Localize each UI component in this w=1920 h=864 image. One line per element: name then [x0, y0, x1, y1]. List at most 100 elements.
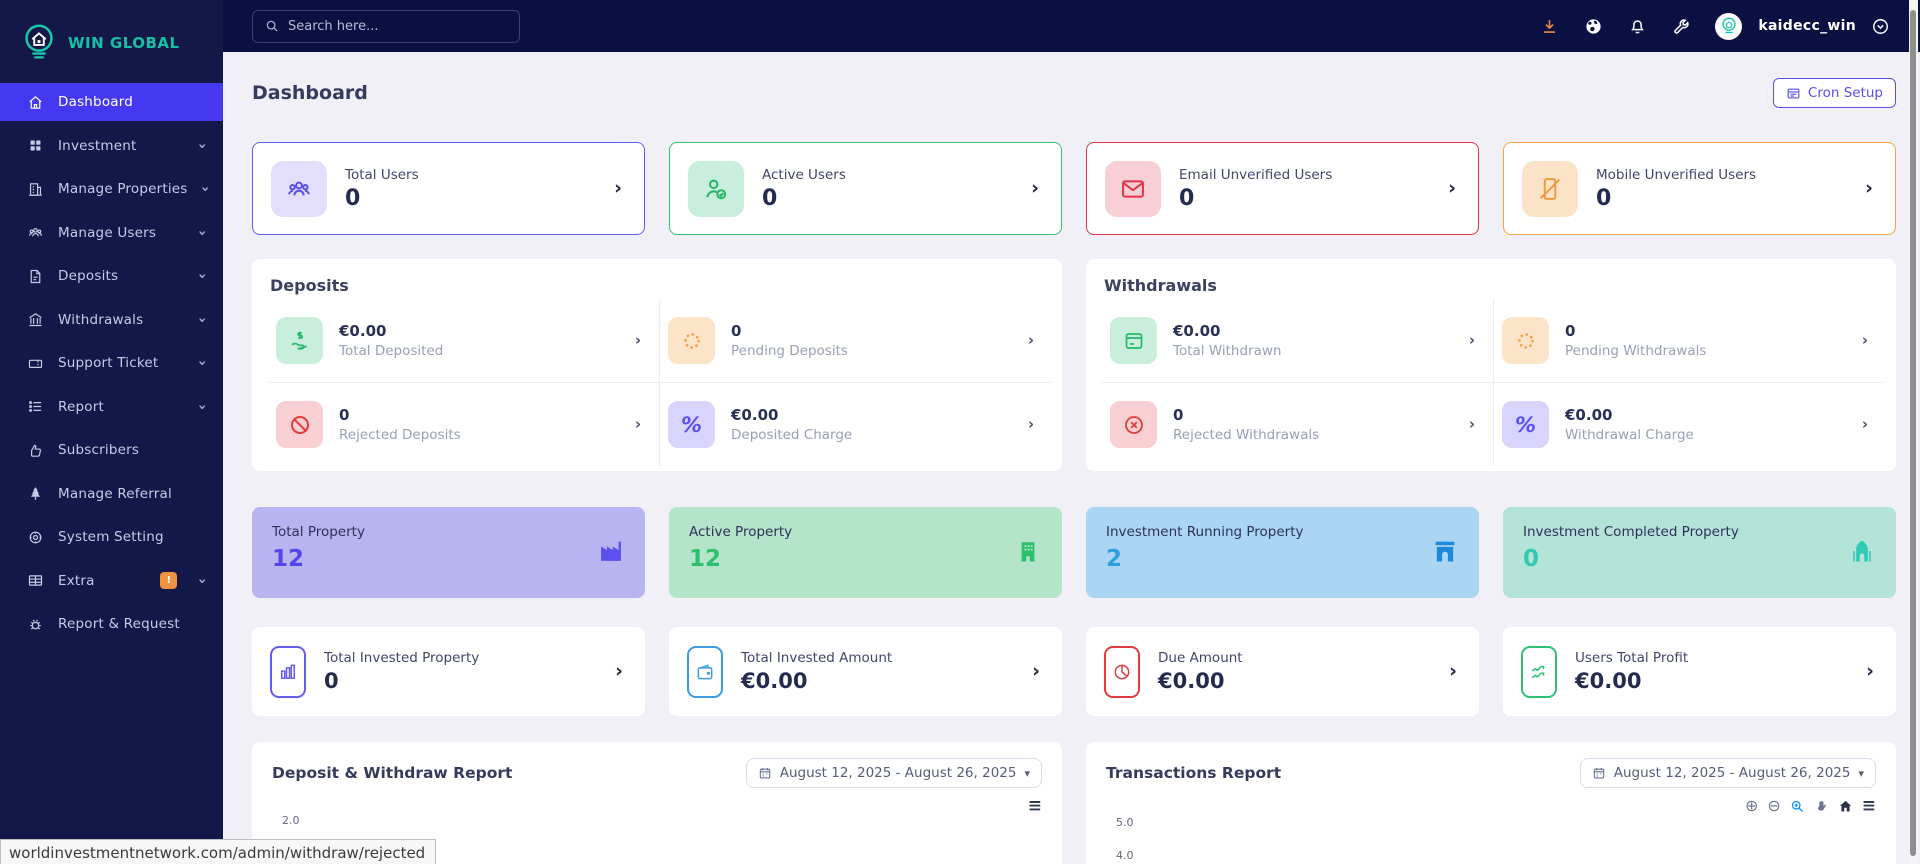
sidebar-nav: Dashboard Investment › Manage Properties…: [0, 83, 223, 643]
globe-icon[interactable]: [1583, 16, 1603, 36]
home-icon[interactable]: [1838, 799, 1853, 814]
chevron-right-icon[interactable]: ›: [1468, 415, 1475, 433]
date-range-select[interactable]: August 12, 2025 - August 26, 2025 ▾: [1579, 758, 1876, 788]
ticket-icon: [26, 354, 44, 372]
chevron-right-icon[interactable]: ›: [615, 660, 623, 682]
search-input[interactable]: [288, 18, 507, 34]
stat-card-email-unverified-users[interactable]: Email Unverified Users 0 ›: [1086, 142, 1479, 235]
chart-toolbar: ⊕ ⊖ ≡: [1106, 797, 1876, 815]
chevron-right-icon[interactable]: ›: [1027, 331, 1034, 349]
sidebar-item-withdrawals[interactable]: Withdrawals ›: [0, 301, 223, 339]
property-cards-row: Total Property 12 Active Property 12 Inv…: [252, 507, 1896, 598]
menu-icon[interactable]: ≡: [1861, 795, 1876, 816]
tile-value: €0.00: [1565, 406, 1613, 424]
chevron-right-icon[interactable]: ›: [1027, 415, 1034, 433]
card-value: €0.00: [1575, 669, 1642, 693]
panel-title: Withdrawals: [1104, 276, 1217, 295]
percent-icon: %: [668, 401, 715, 448]
sidebar-item-label: Support Ticket: [58, 355, 159, 371]
sidebar-item-report[interactable]: Report ›: [0, 388, 223, 426]
chevron-down-icon[interactable]: [1870, 16, 1890, 36]
card-due-amount[interactable]: Due Amount €0.00 ›: [1086, 627, 1479, 716]
menu-icon[interactable]: ≡: [1027, 795, 1042, 816]
card-value: €0.00: [741, 669, 808, 693]
sidebar-item-deposits[interactable]: Deposits ›: [0, 257, 223, 295]
tile-rejected-deposits[interactable]: 0 Rejected Deposits ›: [268, 383, 660, 466]
tile-pending-withdrawals[interactable]: 0 Pending Withdrawals ›: [1494, 299, 1886, 383]
tile-value: 0: [339, 406, 350, 424]
stat-card-mobile-unverified-users[interactable]: Mobile Unverified Users 0 ›: [1503, 142, 1896, 235]
sidebar-item-extra[interactable]: Extra ! ›: [0, 562, 223, 600]
sidebar-item-manage-properties[interactable]: Manage Properties ›: [0, 170, 223, 208]
selection-zoom-icon[interactable]: [1790, 799, 1805, 814]
card-users-total-profit[interactable]: Users Total Profit €0.00 ›: [1503, 627, 1896, 716]
chevron-right-icon[interactable]: ›: [1866, 660, 1874, 682]
window-scrollbar[interactable]: [1909, 0, 1918, 864]
chart-toolbar: ≡: [272, 797, 1042, 815]
username[interactable]: kaidecc_win: [1758, 18, 1856, 34]
sidebar-item-report-request[interactable]: Report & Request: [0, 605, 223, 643]
page-title: Dashboard: [252, 82, 368, 104]
chevron-icon: ›: [194, 142, 211, 149]
sidebar-item-support-ticket[interactable]: Support Ticket ›: [0, 344, 223, 382]
chevron-right-icon[interactable]: ›: [614, 177, 622, 199]
card-label: Users Total Profit: [1575, 650, 1689, 666]
zoom-in-icon[interactable]: ⊕: [1744, 796, 1759, 815]
charts-row: Deposit & Withdraw Report August 12, 202…: [252, 742, 1896, 864]
chevron-right-icon[interactable]: ›: [634, 331, 641, 349]
card-total-invested-property[interactable]: Total Invested Property 0 ›: [252, 627, 645, 716]
chevron-right-icon[interactable]: ›: [1468, 331, 1475, 349]
chevron-right-icon[interactable]: ›: [1861, 331, 1868, 349]
sidebar-item-manage-users[interactable]: Manage Users ›: [0, 214, 223, 252]
sidebar-item-manage-referral[interactable]: Manage Referral: [0, 475, 223, 513]
zoom-out-icon[interactable]: ⊖: [1767, 796, 1781, 815]
sidebar-item-subscribers[interactable]: Subscribers: [0, 431, 223, 469]
search-box[interactable]: [252, 9, 520, 43]
card-value: €0.00: [1158, 669, 1225, 693]
chevron-right-icon[interactable]: ›: [1861, 415, 1868, 433]
stat-card-active-users[interactable]: Active Users 0 ›: [669, 142, 1062, 235]
tile-total-withdrawn[interactable]: €0.00 Total Withdrawn ›: [1102, 299, 1494, 383]
chevron-right-icon[interactable]: ›: [1865, 177, 1873, 199]
sidebar-item-investment[interactable]: Investment ›: [0, 127, 223, 165]
scrollbar-thumb[interactable]: [1910, 10, 1916, 856]
chevron-right-icon[interactable]: ›: [1031, 177, 1039, 199]
tile-rejected-withdrawals[interactable]: 0 Rejected Withdrawals ›: [1102, 383, 1494, 466]
chevron-right-icon[interactable]: ›: [634, 415, 641, 433]
sidebar-item-label: Report & Request: [58, 616, 180, 632]
stat-value: 0: [345, 185, 361, 211]
sidebar-item-system-setting[interactable]: System Setting: [0, 518, 223, 556]
card-active-property: Active Property 12: [669, 507, 1062, 598]
brand-logo[interactable]: WIN GLOBAL: [0, 0, 223, 83]
stat-label: Active Users: [762, 166, 846, 183]
chevron-right-icon[interactable]: ›: [1448, 177, 1456, 199]
sidebar-item-dashboard[interactable]: Dashboard: [0, 83, 223, 121]
card-total-invested-amount[interactable]: Total Invested Amount €0.00 ›: [669, 627, 1062, 716]
date-range-select[interactable]: August 12, 2025 - August 26, 2025 ▾: [745, 758, 1042, 788]
tile-label: Total Withdrawn: [1173, 343, 1282, 359]
avatar[interactable]: [1715, 12, 1743, 40]
calendar-icon: [759, 768, 770, 779]
tile-deposited-charge[interactable]: % €0.00 Deposited Charge ›: [660, 383, 1052, 466]
tile-label: Withdrawal Charge: [1565, 427, 1694, 443]
download-icon[interactable]: [1539, 16, 1559, 36]
tile-total-deposited[interactable]: €0.00 Total Deposited ›: [268, 299, 660, 383]
stat-value: 0: [1179, 185, 1195, 211]
chevron-icon: ›: [194, 316, 211, 323]
invested-cards-row: Total Invested Property 0 › Total Investe…: [252, 627, 1896, 716]
pan-icon[interactable]: [1814, 799, 1829, 814]
wrench-icon[interactable]: [1671, 16, 1691, 36]
user-check-icon: [688, 160, 744, 217]
invoice-icon: [26, 267, 44, 285]
cron-setup-button[interactable]: Cron Setup: [1772, 78, 1896, 108]
chevron-right-icon[interactable]: ›: [1032, 660, 1040, 682]
chevron-icon: ›: [194, 403, 211, 410]
stat-card-total-users[interactable]: Total Users 0 ›: [252, 142, 645, 235]
tile-pending-deposits[interactable]: 0 Pending Deposits ›: [660, 299, 1052, 383]
chevron-right-icon[interactable]: ›: [1449, 660, 1457, 682]
tile-withdrawal-charge[interactable]: % €0.00 Withdrawal Charge ›: [1494, 383, 1886, 466]
stat-value: 0: [762, 185, 778, 211]
bell-icon[interactable]: [1627, 16, 1647, 36]
tile-value: 0: [731, 322, 742, 340]
